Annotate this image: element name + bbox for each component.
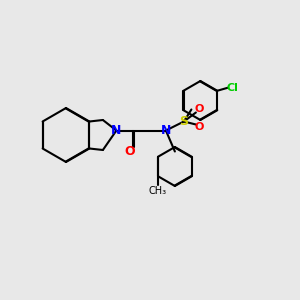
Text: Cl: Cl <box>226 83 238 93</box>
Text: N: N <box>111 124 122 137</box>
Text: O: O <box>194 104 204 115</box>
Text: CH₃: CH₃ <box>149 186 167 196</box>
Text: S: S <box>179 115 188 128</box>
Text: N: N <box>161 124 171 137</box>
Text: O: O <box>194 122 204 133</box>
Text: O: O <box>124 145 135 158</box>
